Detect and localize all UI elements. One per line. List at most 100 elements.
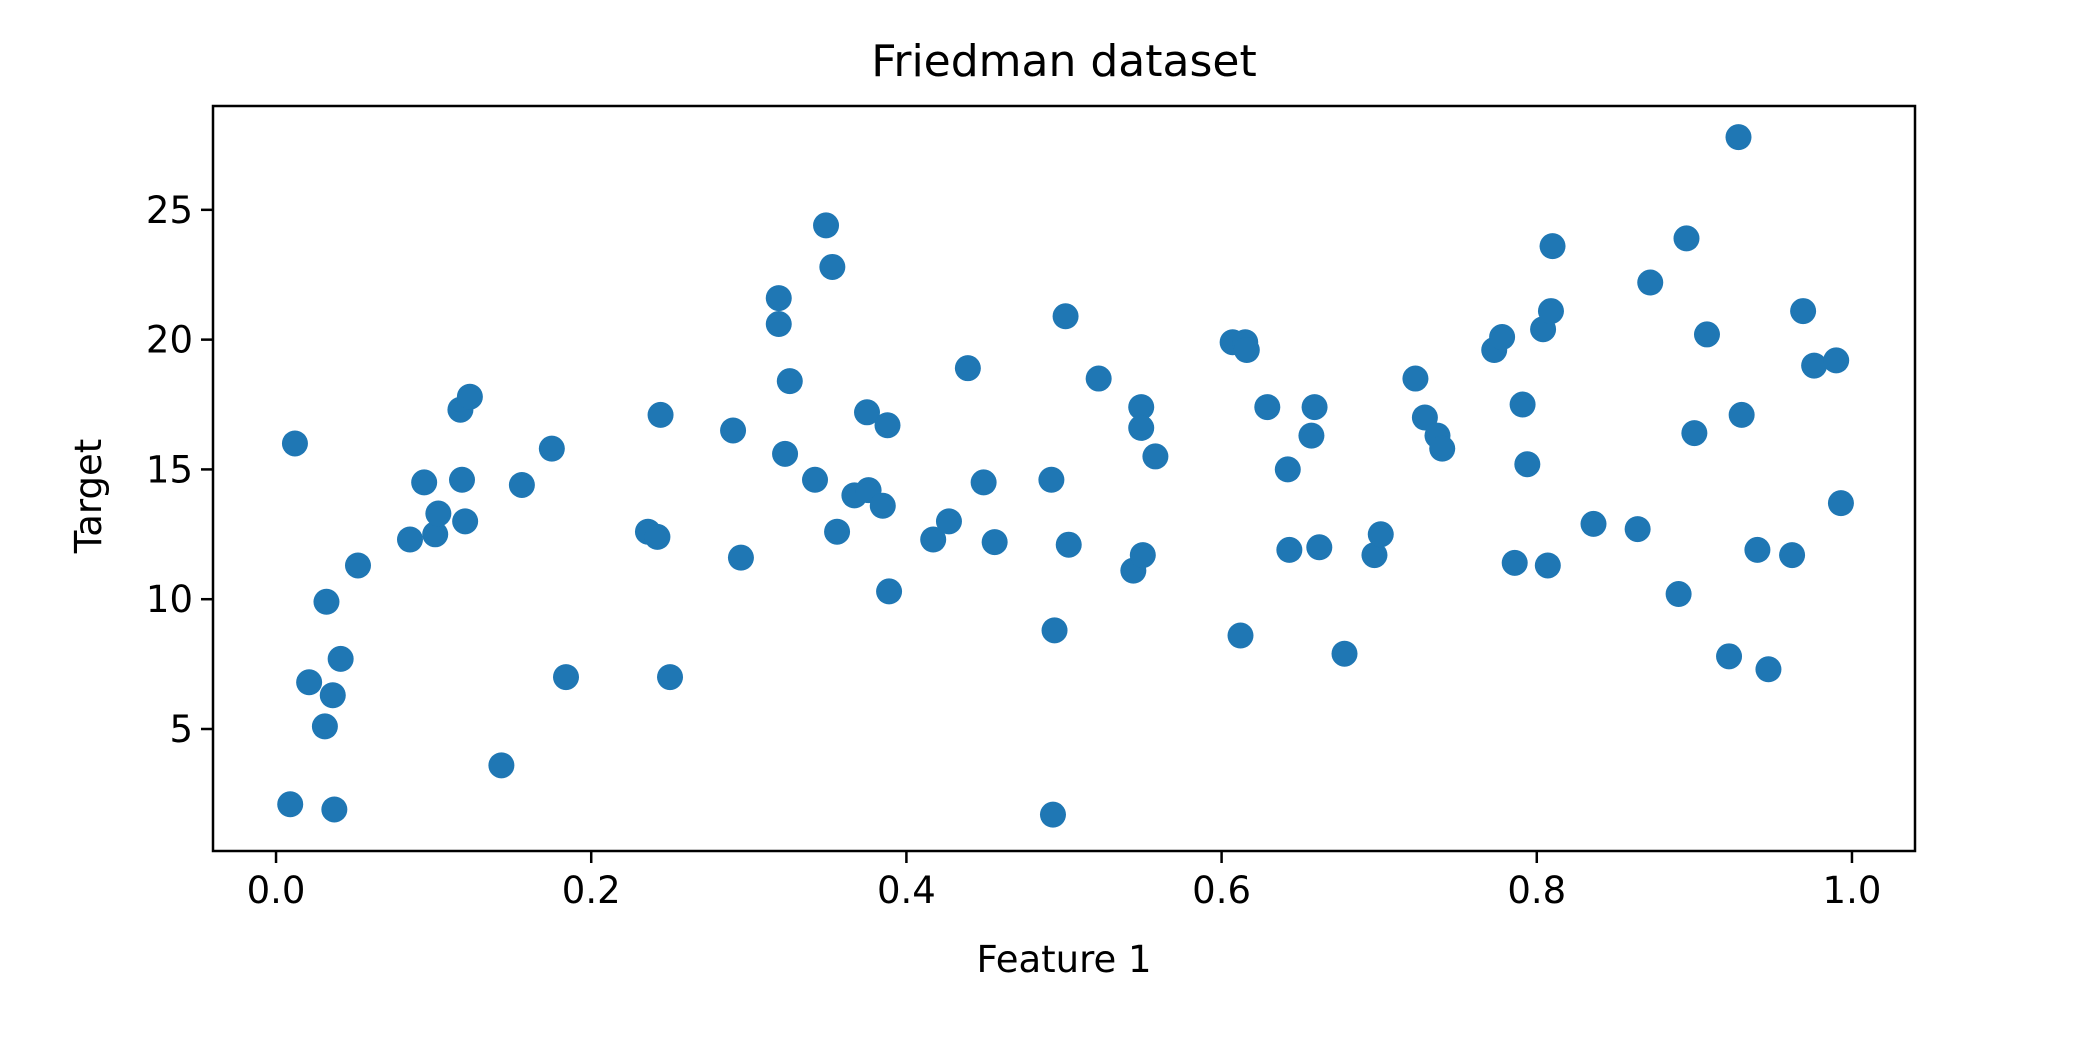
data-point (396, 526, 423, 553)
ticks-layer: 0.0 0.2 0.4 0.6 0.8 1.0 5 10 15 20 25 (146, 189, 1881, 912)
data-point (1055, 531, 1082, 558)
data-point (1361, 542, 1388, 569)
data-point (321, 796, 348, 823)
data-point (1301, 394, 1328, 421)
data-point (1624, 516, 1651, 543)
data-point (508, 471, 535, 498)
data-point (1539, 233, 1566, 260)
data-point (1298, 422, 1325, 449)
data-point (1142, 443, 1169, 470)
data-point (935, 508, 962, 535)
data-point (1306, 534, 1333, 561)
data-point (1411, 404, 1438, 431)
data-point (1085, 365, 1112, 392)
data-point (281, 430, 308, 457)
y-tick-label: 25 (146, 189, 193, 232)
data-point (824, 518, 851, 545)
data-point (869, 492, 896, 519)
data-point (422, 521, 449, 548)
data-point (448, 466, 475, 493)
y-tick-label: 20 (146, 319, 193, 362)
data-point (1779, 542, 1806, 569)
data-point (647, 401, 674, 428)
x-tick-label: 0.6 (1192, 869, 1251, 912)
data-point (1823, 347, 1850, 374)
data-point (1429, 435, 1456, 462)
x-tick-label: 1.0 (1823, 869, 1882, 912)
data-point (344, 552, 371, 579)
data-point (727, 544, 754, 571)
data-point (1509, 391, 1536, 418)
data-point (538, 435, 565, 462)
data-point (1725, 124, 1752, 151)
data-point (425, 500, 452, 527)
data-point (1801, 352, 1828, 379)
data-point (1728, 401, 1755, 428)
data-point (1331, 640, 1358, 667)
data-point (1673, 225, 1700, 252)
data-point (876, 578, 903, 605)
data-point (813, 212, 840, 239)
chart-title: Friedman dataset (871, 36, 1256, 87)
data-point (954, 355, 981, 382)
data-point (1128, 414, 1155, 441)
data-point (1537, 298, 1564, 325)
data-point (765, 311, 792, 338)
data-point (1514, 451, 1541, 478)
points-layer (277, 124, 1854, 828)
data-point (920, 526, 947, 553)
data-point (1402, 365, 1429, 392)
data-point (644, 523, 671, 550)
data-point (553, 664, 580, 691)
data-point (1665, 581, 1692, 608)
data-point (313, 588, 340, 615)
data-point (772, 440, 799, 467)
data-point (981, 529, 1008, 556)
x-axis-label: Feature 1 (976, 938, 1151, 981)
data-point (311, 713, 338, 740)
y-tick-label: 5 (169, 708, 193, 751)
data-point (327, 645, 354, 672)
data-point (277, 791, 304, 818)
data-point (765, 285, 792, 312)
data-point (1276, 536, 1303, 563)
data-point (319, 682, 346, 709)
data-point (1038, 466, 1065, 493)
data-point (720, 417, 747, 444)
data-point (1041, 617, 1068, 644)
data-point (1681, 420, 1708, 447)
data-point (970, 469, 997, 496)
data-point (1233, 337, 1260, 364)
data-point (296, 669, 323, 696)
data-point (1052, 303, 1079, 330)
data-point (1129, 542, 1156, 569)
data-point (1274, 456, 1301, 483)
data-point (452, 508, 479, 535)
data-point (1227, 622, 1254, 649)
data-point (776, 368, 803, 395)
data-point (854, 399, 881, 426)
x-tick-label: 0.0 (247, 869, 306, 912)
data-point (1744, 536, 1771, 563)
data-point (411, 469, 438, 496)
data-point (1489, 324, 1516, 351)
data-point (1827, 490, 1854, 517)
x-tick-label: 0.8 (1507, 869, 1566, 912)
data-point (456, 383, 483, 410)
data-point (1755, 656, 1782, 683)
y-tick-label: 15 (146, 448, 193, 491)
data-point (1716, 643, 1743, 670)
data-point (819, 253, 846, 280)
data-point (1501, 549, 1528, 576)
data-point (1637, 269, 1664, 296)
y-axis-label: Target (67, 439, 110, 554)
data-point (1254, 394, 1281, 421)
plot-frame (211, 104, 1917, 853)
x-tick-label: 0.2 (562, 869, 621, 912)
y-tick-label: 10 (146, 578, 193, 621)
data-point (1693, 321, 1720, 348)
data-point (802, 466, 829, 493)
data-point (1128, 394, 1155, 421)
data-point (1580, 510, 1607, 537)
